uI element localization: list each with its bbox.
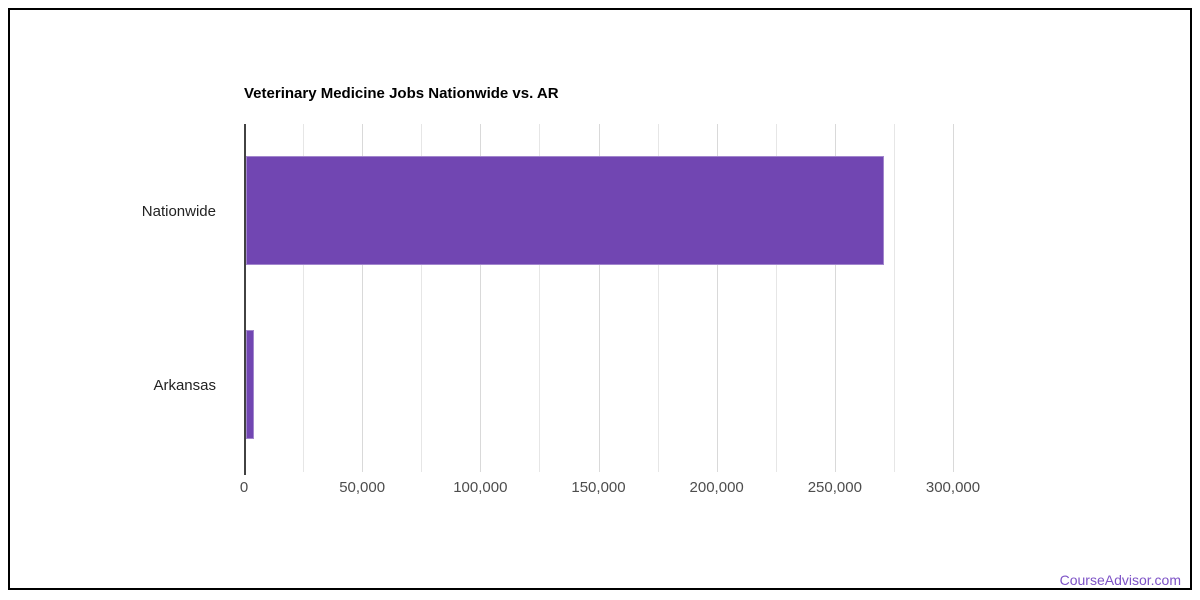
minor-gridline xyxy=(657,124,659,472)
bar-arkansas xyxy=(246,330,255,439)
bar-nationwide xyxy=(246,156,885,265)
major-gridline xyxy=(480,124,482,472)
major-gridline xyxy=(598,124,600,472)
plot-area xyxy=(244,124,954,475)
y-axis-baseline xyxy=(244,124,246,475)
major-gridline xyxy=(716,124,718,472)
value-axis-labels: 0 50,000 100,000 150,000 200,000 250,000 300,0… xyxy=(0,479,1200,499)
image-border-frame xyxy=(8,8,1192,590)
major-gridline xyxy=(953,124,954,472)
minor-gridline xyxy=(775,124,777,472)
x-tick-label: 250,000 xyxy=(807,479,862,496)
x-tick-label: 50,000 xyxy=(339,479,386,496)
category-axis-labels: Nationwide Arkansas xyxy=(0,124,230,472)
major-gridline xyxy=(362,124,364,472)
bar-row-nationwide xyxy=(244,124,953,298)
chart-title: Veterinary Medicine Jobs Nationwide vs. … xyxy=(244,85,559,102)
x-tick-label: 150,000 xyxy=(571,479,626,496)
category-label-arkansas: Arkansas xyxy=(153,376,216,394)
x-tick-label: 300,000 xyxy=(925,479,981,496)
minor-gridline xyxy=(303,124,305,472)
x-tick-label: 0 xyxy=(239,479,249,496)
major-gridline xyxy=(834,124,836,472)
minor-gridline xyxy=(539,124,541,472)
minor-gridline xyxy=(421,124,423,472)
minor-gridline xyxy=(893,124,895,472)
x-tick-label: 100,000 xyxy=(453,479,508,496)
x-tick-label: 200,000 xyxy=(689,479,744,496)
category-label-nationwide: Nationwide xyxy=(141,202,216,220)
bar-row-arkansas xyxy=(244,298,953,472)
courseadvisor-watermark-link[interactable]: CourseAdvisor.com xyxy=(1059,572,1181,588)
